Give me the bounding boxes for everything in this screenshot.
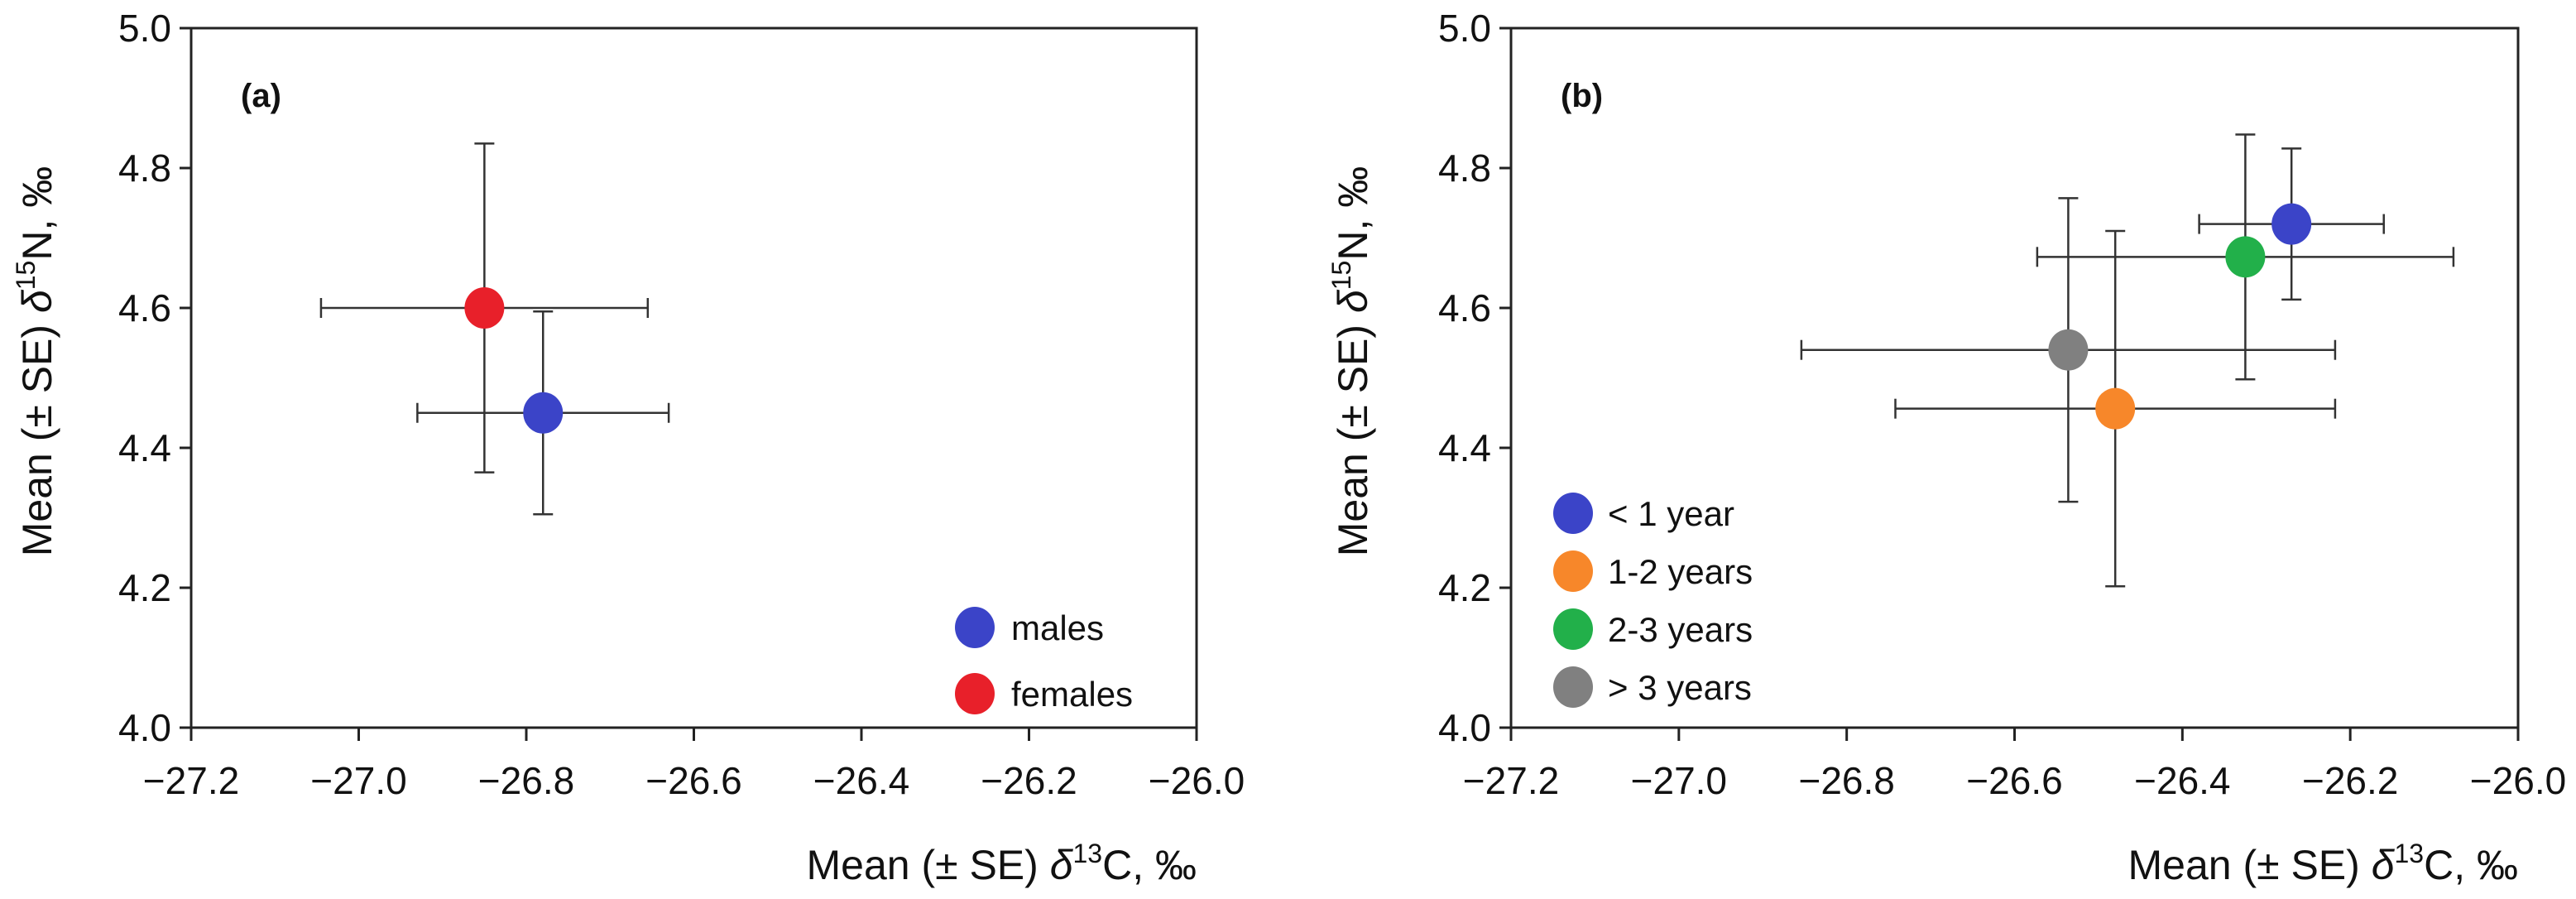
data-point	[464, 287, 505, 329]
legend-label: 1-2 years	[1608, 552, 1753, 591]
data-point	[2271, 203, 2312, 245]
y-tick-label: 5.0	[118, 7, 171, 50]
y-tick-label: 4.4	[1438, 426, 1491, 469]
legend-marker	[955, 607, 995, 648]
x-tick-label: −26.4	[813, 759, 909, 802]
y-tick-label: 4.4	[118, 426, 171, 469]
data-point	[2225, 236, 2266, 278]
x-tick-label: −26.8	[1798, 759, 1894, 802]
legend-marker	[1553, 493, 1593, 534]
legend-label: females	[1011, 675, 1133, 714]
data-point	[2095, 387, 2136, 430]
legend-label: 2-3 years	[1608, 610, 1753, 649]
y-tick-label: 4.2	[1438, 566, 1491, 609]
legend-marker	[955, 673, 995, 714]
delta-symbol: δ	[14, 289, 60, 313]
x-axis-title: Mean (± SE) δ13C, ‰	[807, 839, 1197, 888]
x-tick-label: −27.0	[1631, 759, 1727, 802]
legend-marker	[1553, 550, 1593, 592]
panel-a: −27.2 −27.0 −26.8 −26.6 −26.4 −26.2 −26.0 4.0 4.…	[11, 7, 1245, 888]
label-text: C, ‰	[1102, 842, 1197, 888]
delta-symbol: δ	[1050, 842, 1074, 888]
label-text: Mean (± SE)	[2128, 842, 2372, 888]
x-tick-label: −27.2	[1463, 759, 1559, 802]
legend-label: < 1 year	[1608, 494, 1734, 533]
y-axis-title: Mean (± SE) δ15N, ‰	[11, 166, 60, 557]
x-tick-label: −26.0	[1149, 759, 1245, 802]
isotope-superscript: 13	[2395, 839, 2425, 868]
legend-marker	[1553, 666, 1593, 708]
legend-marker	[1553, 608, 1593, 650]
legend-label: males	[1011, 608, 1104, 647]
x-axis-title: Mean (± SE) δ13C, ‰	[2128, 839, 2519, 888]
delta-symbol: δ	[2372, 842, 2396, 888]
data-point	[523, 392, 564, 434]
x-tick-label: −27.2	[143, 759, 239, 802]
x-tick-label: −26.8	[478, 759, 574, 802]
isotope-superscript: 15	[1326, 261, 1356, 291]
isotope-superscript: 15	[11, 261, 41, 291]
panel-label: (a)	[241, 78, 281, 114]
y-tick-label: 5.0	[1438, 7, 1491, 50]
y-tick-label: 4.0	[118, 706, 171, 749]
data-point	[2048, 329, 2089, 371]
y-tick-label: 4.8	[1438, 147, 1491, 190]
label-text: C, ‰	[2424, 842, 2518, 888]
label-text: Mean (± SE)	[807, 842, 1050, 888]
panel-label: (b)	[1561, 78, 1603, 114]
y-tick-label: 4.6	[118, 286, 171, 329]
y-tick-label: 4.0	[1438, 706, 1491, 749]
legend-label: > 3 years	[1608, 668, 1752, 707]
x-tick-label: −26.6	[645, 759, 741, 802]
x-tick-label: −26.6	[1966, 759, 2062, 802]
label-text: Mean (± SE)	[1330, 313, 1376, 556]
y-axis-title: Mean (± SE) δ15N, ‰	[1326, 166, 1376, 557]
y-tick-label: 4.2	[118, 566, 171, 609]
label-text: Mean (± SE)	[14, 313, 60, 556]
panel-b: −27.2 −27.0 −26.8 −26.6 −26.4 −26.2 −26.0 4.0 4.…	[1326, 7, 2566, 888]
x-tick-label: −26.2	[981, 759, 1077, 802]
label-text: N, ‰	[14, 166, 60, 261]
x-tick-label: −26.2	[2302, 759, 2398, 802]
x-tick-label: −26.0	[2470, 759, 2566, 802]
y-tick-label: 4.8	[118, 147, 171, 190]
x-tick-label: −27.0	[310, 759, 406, 802]
label-text: N, ‰	[1330, 166, 1376, 261]
delta-symbol: δ	[1330, 289, 1376, 313]
isotope-superscript: 13	[1073, 839, 1103, 868]
x-tick-label: −26.4	[2134, 759, 2230, 802]
y-tick-label: 4.6	[1438, 286, 1491, 329]
